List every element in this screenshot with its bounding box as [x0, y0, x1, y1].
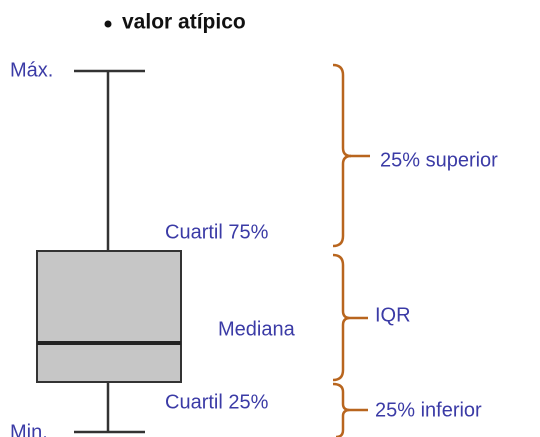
q3-label: Cuartil 75% — [165, 221, 269, 243]
iqr-label: IQR — [375, 304, 411, 326]
bullet — [104, 20, 112, 28]
median-label: Mediana — [218, 318, 296, 340]
upper-brace — [332, 63, 352, 248]
min-label: Min. — [10, 421, 48, 437]
upper-label: 25% superior — [380, 149, 498, 171]
lower-label: 25% inferior — [375, 399, 482, 421]
iqr-brace — [332, 253, 351, 382]
title: valor atípico — [122, 11, 246, 34]
box — [36, 250, 182, 383]
lower-brace — [332, 382, 351, 437]
max-label: Máx. — [10, 59, 53, 81]
q1-label: Cuartil 25% — [165, 391, 269, 413]
